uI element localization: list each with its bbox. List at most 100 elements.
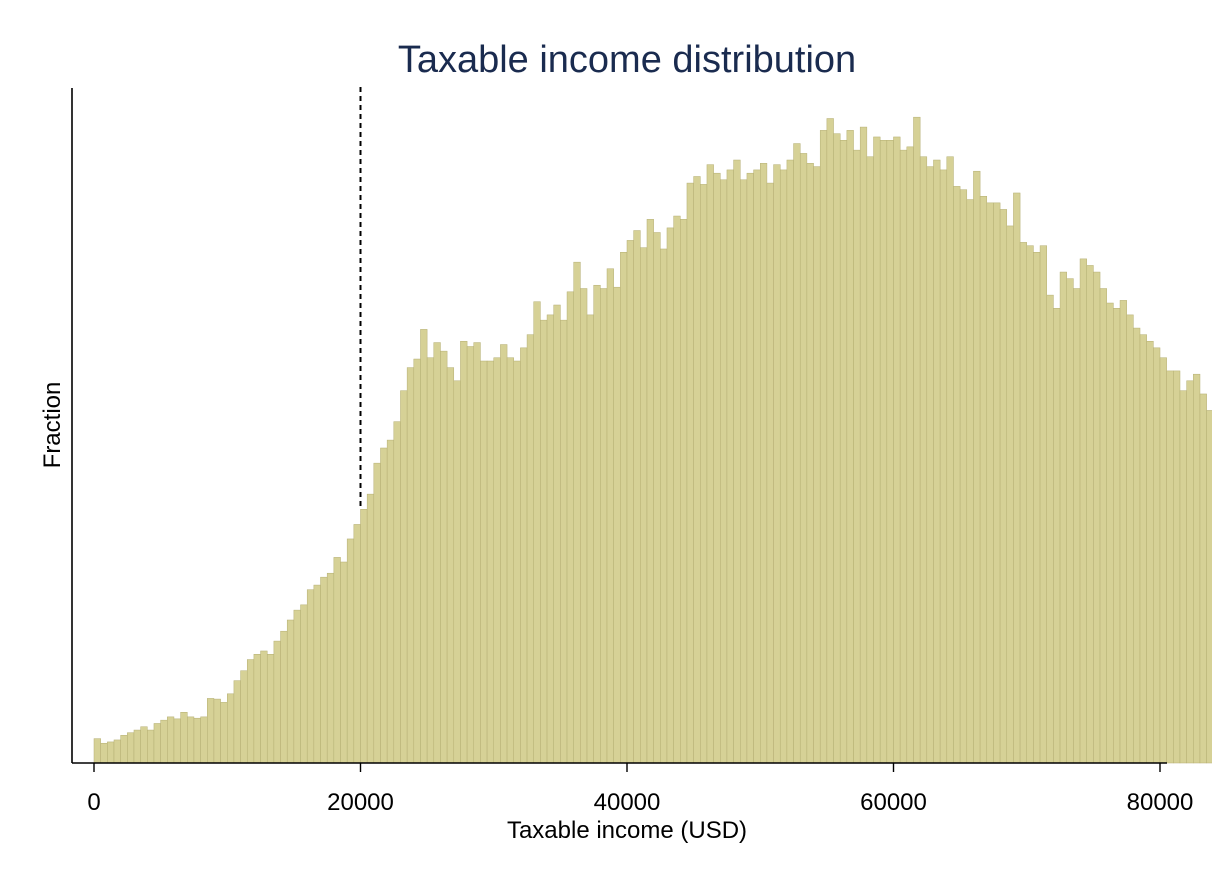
histogram-bar	[533, 301, 541, 764]
histogram-bar	[839, 140, 848, 764]
histogram-bar	[646, 219, 654, 764]
histogram-bar	[600, 288, 608, 764]
histogram-bar	[420, 329, 428, 764]
histogram-bar	[566, 291, 574, 764]
histogram-bar	[153, 723, 161, 764]
y-axis-label: Fraction	[39, 382, 66, 469]
histogram-bar	[120, 735, 128, 764]
histogram-bar	[899, 149, 908, 764]
histogram-bar	[360, 509, 368, 764]
histogram-bar	[353, 524, 361, 764]
histogram-bar	[886, 140, 894, 764]
histogram-bar	[973, 170, 981, 764]
x-tick-label: 40000	[594, 789, 661, 816]
histogram-bar	[1193, 373, 1201, 764]
histogram-bar	[193, 717, 201, 764]
histogram-bar	[413, 358, 421, 764]
histogram-bar	[653, 232, 661, 764]
histogram-bar	[593, 284, 601, 764]
histogram-bar	[606, 268, 614, 764]
histogram-bar	[713, 172, 721, 764]
histogram-bar	[147, 729, 155, 764]
histogram-bar	[686, 182, 694, 764]
histogram-bar	[760, 163, 768, 764]
histogram-bar	[1186, 380, 1194, 764]
histogram-bar	[400, 390, 408, 764]
histogram-bar	[726, 169, 734, 764]
histogram-bar	[473, 342, 481, 764]
histogram-bar	[167, 716, 175, 764]
histogram-bar	[280, 630, 288, 764]
histogram-bar	[460, 340, 468, 764]
histogram-bar	[300, 604, 308, 764]
histogram-bar	[1033, 252, 1041, 764]
histogram-bar	[966, 199, 974, 764]
histogram-bar	[753, 169, 761, 764]
histogram-bar	[1173, 370, 1181, 764]
x-tick-label: 20000	[327, 789, 394, 816]
histogram-bar	[793, 143, 801, 764]
histogram-bar	[140, 726, 148, 764]
histogram-bar	[806, 163, 814, 764]
histogram-bar	[113, 739, 121, 764]
histogram-bar	[440, 350, 448, 764]
histogram-bar	[746, 172, 754, 764]
histogram-bar	[493, 357, 501, 764]
histogram-bar	[500, 344, 508, 764]
histogram-bar	[1159, 357, 1167, 764]
histogram-bar	[200, 716, 208, 764]
histogram-bar	[740, 179, 748, 764]
histogram-bar	[1206, 410, 1212, 764]
histogram-bar	[720, 179, 728, 764]
histogram-bar	[1073, 288, 1081, 764]
histogram-bar	[913, 116, 921, 764]
histogram-bar	[306, 589, 315, 764]
histogram-bar	[673, 215, 681, 764]
histogram-bar	[680, 219, 688, 764]
histogram-bar	[333, 557, 341, 764]
histogram-bar	[799, 153, 808, 764]
histogram-bar	[213, 698, 221, 764]
histogram-bar	[546, 314, 554, 764]
histogram-bar	[706, 164, 714, 764]
histogram-bar	[700, 184, 708, 764]
histogram-bar	[1019, 242, 1028, 764]
histogram-bar	[93, 738, 101, 764]
histogram-bar	[999, 209, 1008, 764]
histogram-bar	[779, 169, 788, 764]
histogram-bar	[1153, 347, 1161, 764]
histogram-bar	[979, 196, 988, 764]
histogram-bar	[620, 252, 628, 764]
histogram-bar	[160, 719, 168, 764]
histogram-bar	[340, 561, 348, 764]
histogram-bar	[906, 146, 914, 764]
histogram-bar	[833, 133, 841, 764]
histogram-bar	[1106, 302, 1114, 764]
histogram-bar	[466, 346, 475, 764]
histogram-bar	[253, 654, 261, 764]
histogram-bar	[666, 227, 674, 764]
histogram-bar	[993, 202, 1001, 764]
histogram-bar	[826, 118, 834, 764]
histogram-bar	[1039, 245, 1047, 764]
histogram-bar	[813, 166, 821, 764]
histogram-bar	[633, 230, 641, 764]
histogram-bar	[819, 130, 828, 764]
histogram-bar	[693, 176, 701, 764]
histogram-bar	[733, 159, 741, 764]
histogram-bar	[313, 584, 321, 764]
histogram-bar	[1079, 258, 1087, 764]
histogram-bars	[93, 116, 1212, 764]
histogram-bar	[320, 576, 328, 764]
histogram-bar	[266, 654, 275, 764]
histogram-bar	[540, 319, 548, 764]
histogram-bar	[873, 136, 881, 764]
histogram-bar	[346, 538, 355, 764]
histogram-bar	[786, 159, 794, 764]
x-tick-label: 0	[87, 789, 100, 816]
histogram-bar	[1179, 390, 1187, 764]
x-tick-label: 80000	[1127, 789, 1194, 816]
histogram-bar	[1199, 393, 1207, 764]
histogram-bar	[766, 182, 774, 764]
